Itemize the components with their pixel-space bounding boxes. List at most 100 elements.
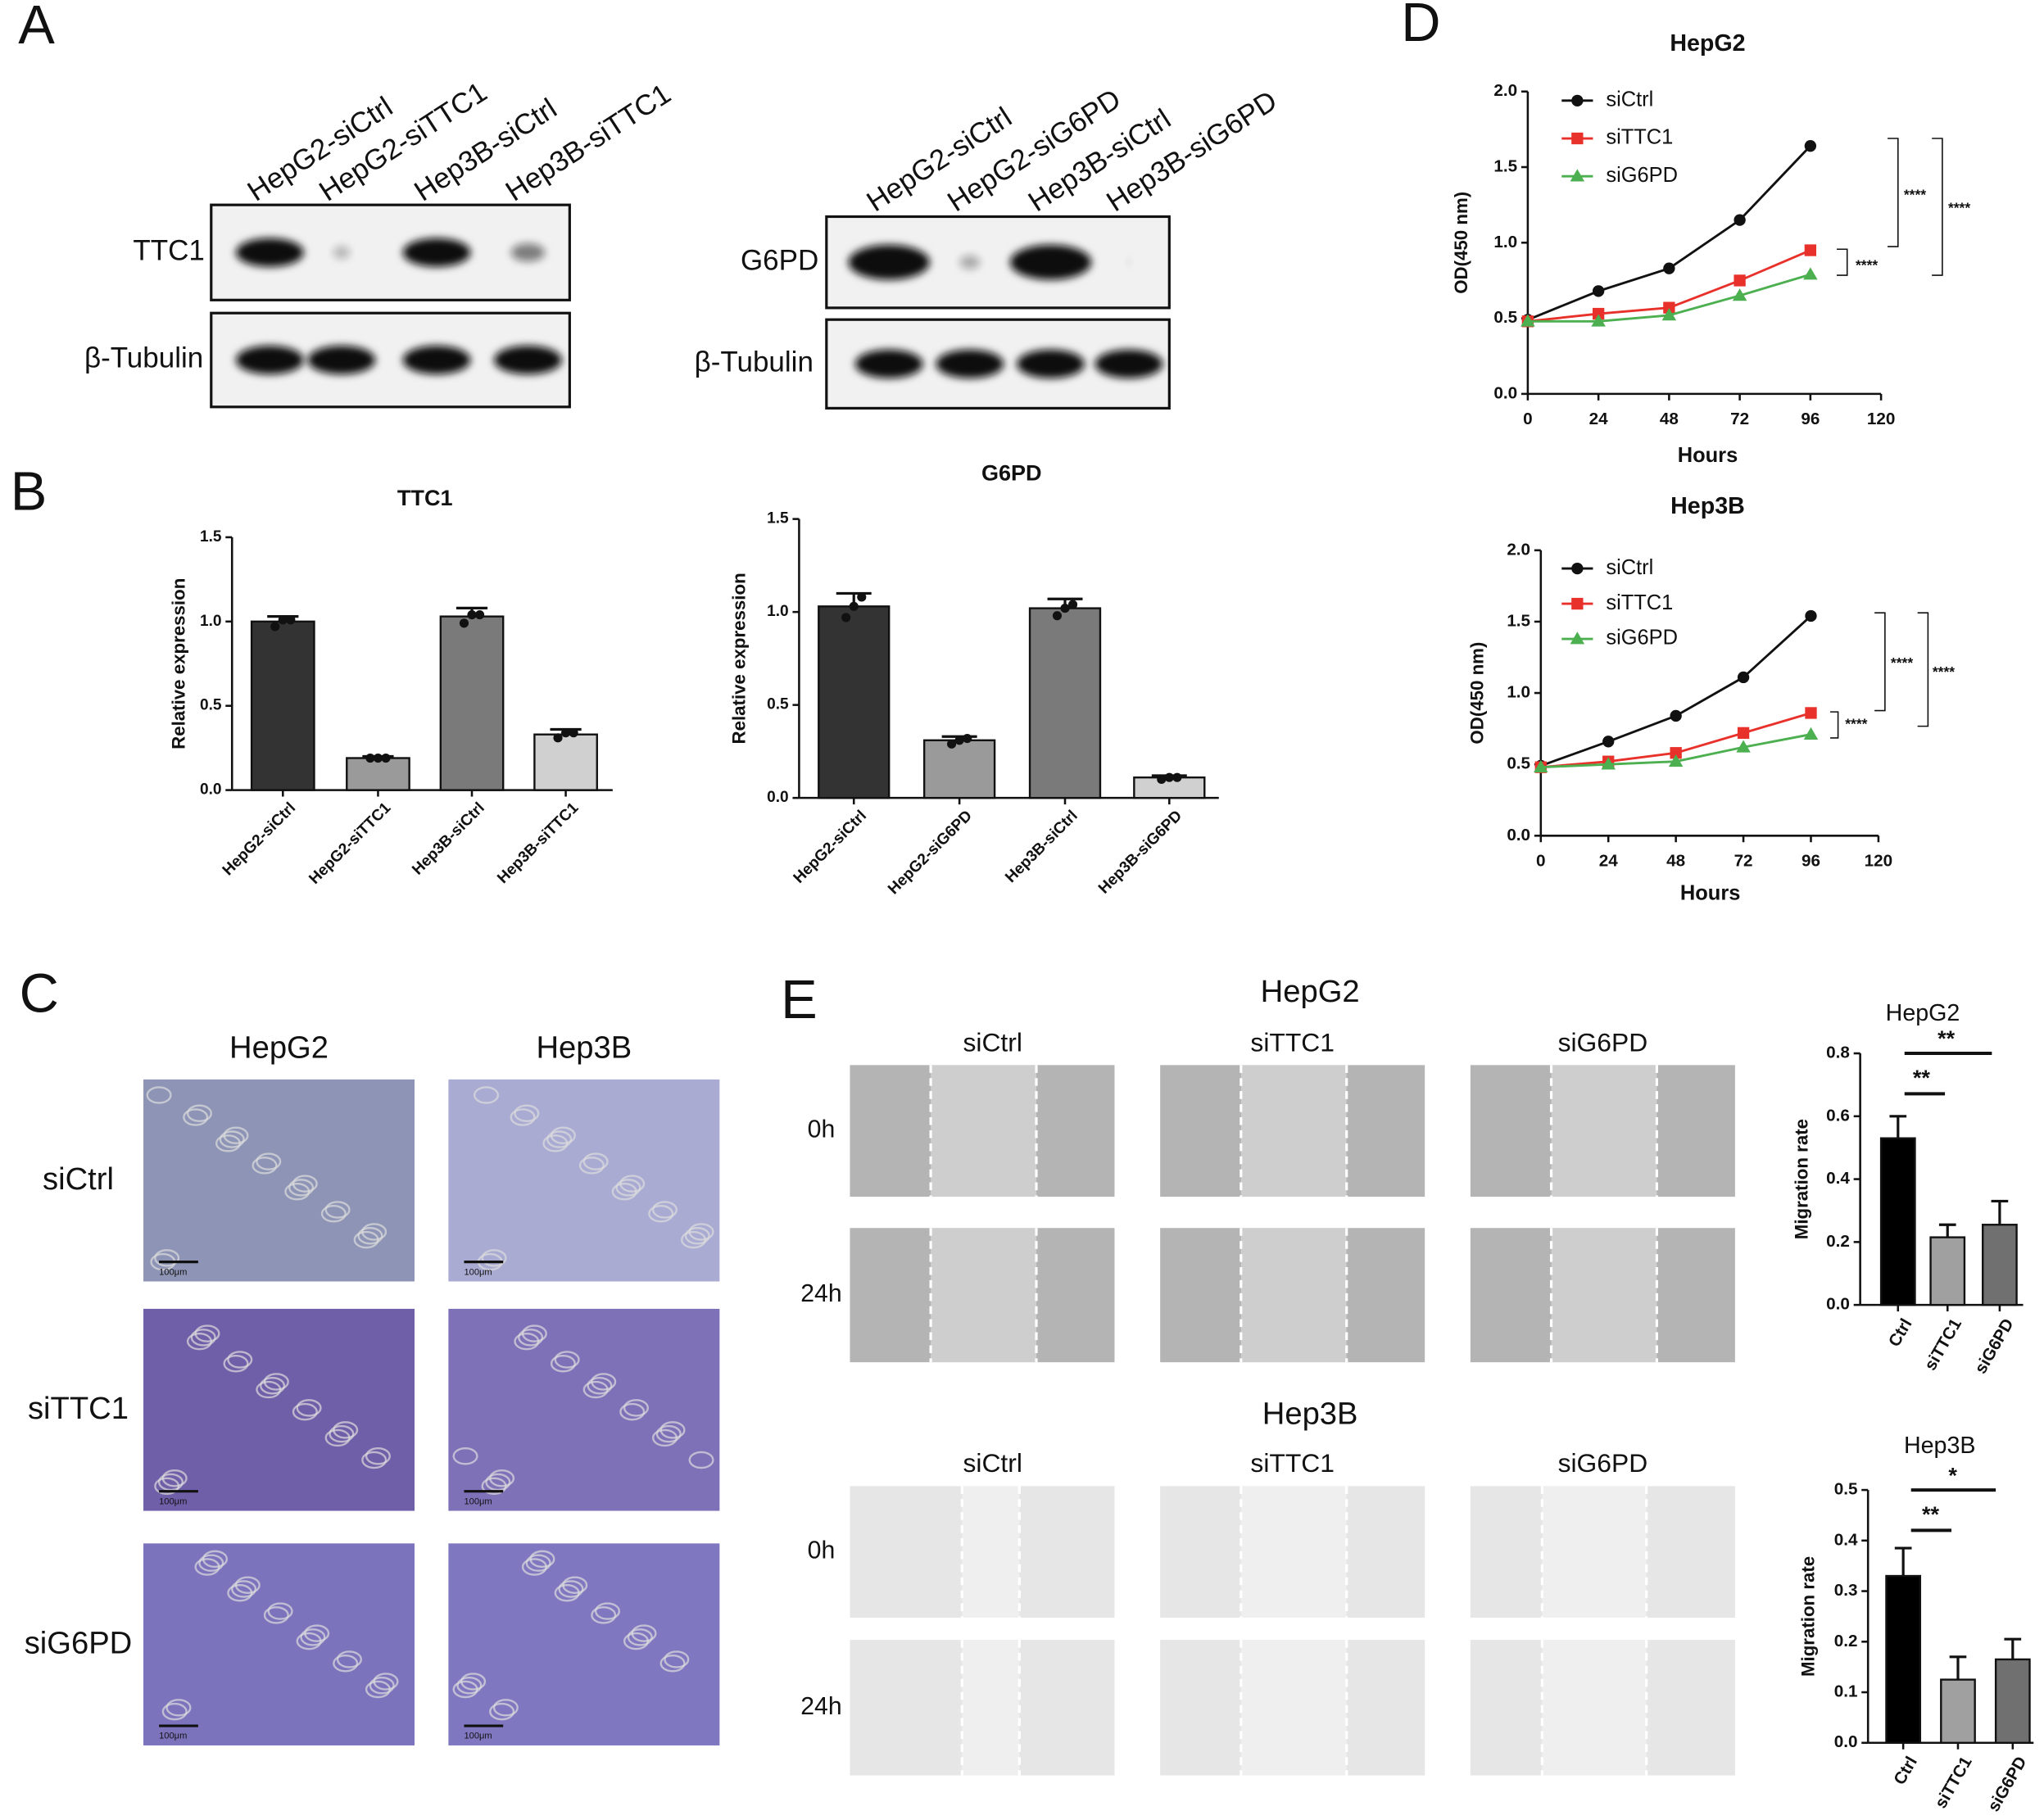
scratch-gap bbox=[1551, 1065, 1657, 1197]
marker bbox=[1521, 314, 1535, 327]
x-tick-label: 120 bbox=[1865, 852, 1893, 871]
cell bbox=[688, 1223, 714, 1241]
scratch-image bbox=[850, 1228, 1115, 1363]
x-tick-label: 24 bbox=[1599, 852, 1618, 871]
x-tick-label: Hep3B-siTTC1 bbox=[494, 799, 582, 887]
cell bbox=[562, 1576, 588, 1594]
y-axis-label: OD(450 nm) bbox=[1466, 642, 1487, 745]
cell bbox=[664, 1650, 690, 1668]
y-axis-label: Relative expression bbox=[729, 573, 750, 744]
cell bbox=[194, 1324, 220, 1342]
data-point bbox=[1172, 772, 1182, 782]
blot-band bbox=[402, 346, 471, 375]
cell bbox=[154, 1249, 180, 1267]
x-tick-label: 120 bbox=[1867, 410, 1896, 428]
panel-label: C bbox=[20, 963, 59, 1024]
data-point bbox=[841, 613, 851, 623]
cell bbox=[631, 1624, 657, 1642]
scratch-gap bbox=[1240, 1228, 1347, 1363]
cell bbox=[369, 1677, 395, 1695]
y-tick-label: 2.0 bbox=[1493, 81, 1517, 100]
cell bbox=[320, 1205, 347, 1223]
micrograph bbox=[143, 1308, 415, 1511]
cell bbox=[183, 1108, 209, 1126]
scale-bar-label: 100μm bbox=[159, 1267, 187, 1277]
cell bbox=[223, 1354, 249, 1373]
cell bbox=[587, 1377, 613, 1395]
cell bbox=[361, 1451, 387, 1469]
y-tick-label: 1.5 bbox=[1493, 156, 1517, 175]
x-tick-label: 96 bbox=[1801, 410, 1820, 428]
legend-marker bbox=[1570, 169, 1585, 182]
y-tick-label: 0.0 bbox=[1826, 1295, 1850, 1314]
bar bbox=[1028, 607, 1102, 799]
cell bbox=[452, 1446, 478, 1465]
y-tick-label: 0.0 bbox=[767, 789, 789, 806]
x-tick-label: 96 bbox=[1802, 852, 1820, 871]
cell bbox=[304, 1624, 330, 1642]
x-tick-label: 48 bbox=[1666, 852, 1685, 871]
data-point bbox=[459, 618, 469, 628]
data-point bbox=[849, 601, 859, 611]
x-tick-label: Hep3B-siG6PD bbox=[1095, 808, 1185, 898]
cell bbox=[514, 1104, 540, 1122]
cell bbox=[594, 1602, 621, 1620]
marker bbox=[1734, 214, 1746, 226]
cell bbox=[267, 1602, 293, 1620]
cell bbox=[234, 1576, 261, 1594]
x-tick-label: 0 bbox=[1536, 852, 1546, 871]
cell bbox=[252, 1157, 278, 1175]
y-tick-label: 0.1 bbox=[1834, 1682, 1858, 1701]
x-tick-label: 48 bbox=[1660, 410, 1679, 428]
scratch-image bbox=[1160, 1065, 1425, 1197]
scratch-row-label: 0h bbox=[808, 1116, 836, 1143]
x-tick-label: siG6PD bbox=[1971, 1315, 2018, 1377]
y-tick-label: 1.0 bbox=[1507, 683, 1530, 702]
data-point bbox=[1157, 774, 1167, 785]
data-point bbox=[963, 733, 972, 744]
significance-label: **** bbox=[1933, 663, 1955, 680]
significance-label: **** bbox=[1948, 200, 1970, 216]
bar bbox=[533, 733, 598, 791]
y-tick-label: 1.0 bbox=[200, 613, 222, 630]
scratch-row-label: 24h bbox=[800, 1280, 841, 1307]
bar bbox=[250, 620, 315, 791]
data-point bbox=[954, 736, 964, 745]
x-tick-label: Ctrl bbox=[1885, 1315, 1916, 1350]
scratch-image bbox=[1160, 1228, 1425, 1363]
bar bbox=[1885, 1574, 1922, 1744]
cell bbox=[558, 1580, 584, 1598]
y-tick-label: 0.4 bbox=[1834, 1530, 1858, 1549]
blot-band bbox=[510, 243, 546, 262]
significance-bracket bbox=[1932, 138, 1943, 276]
scratch-title: HepG2 bbox=[1261, 974, 1360, 1009]
blot-row-label: G6PD bbox=[741, 244, 818, 276]
data-point bbox=[365, 753, 375, 763]
y-axis-label: Migration rate bbox=[1792, 1119, 1812, 1239]
cell bbox=[190, 1329, 216, 1347]
cell bbox=[198, 1554, 224, 1572]
scratch-column-label: siG6PD bbox=[1558, 1027, 1648, 1057]
chart-title: HepG2 bbox=[1670, 30, 1745, 57]
scale-bar-label: 100μm bbox=[159, 1732, 187, 1741]
scratch-image bbox=[1470, 1228, 1735, 1363]
x-tick-label: siTTC1 bbox=[1931, 1754, 1975, 1812]
marker bbox=[1661, 308, 1677, 321]
bar bbox=[346, 757, 410, 791]
cell bbox=[619, 1402, 646, 1421]
cell bbox=[688, 1451, 714, 1469]
data-point bbox=[1060, 604, 1070, 613]
cell bbox=[591, 1606, 617, 1624]
cell bbox=[263, 1606, 289, 1624]
blot-band bbox=[936, 349, 1004, 378]
blot-band bbox=[402, 238, 471, 267]
bar bbox=[922, 739, 996, 799]
data-point bbox=[467, 610, 477, 620]
cell bbox=[655, 1424, 682, 1443]
y-tick-label: 2.0 bbox=[1507, 540, 1530, 559]
data-point bbox=[947, 739, 957, 749]
marker bbox=[1592, 285, 1605, 297]
cell bbox=[489, 1469, 515, 1487]
